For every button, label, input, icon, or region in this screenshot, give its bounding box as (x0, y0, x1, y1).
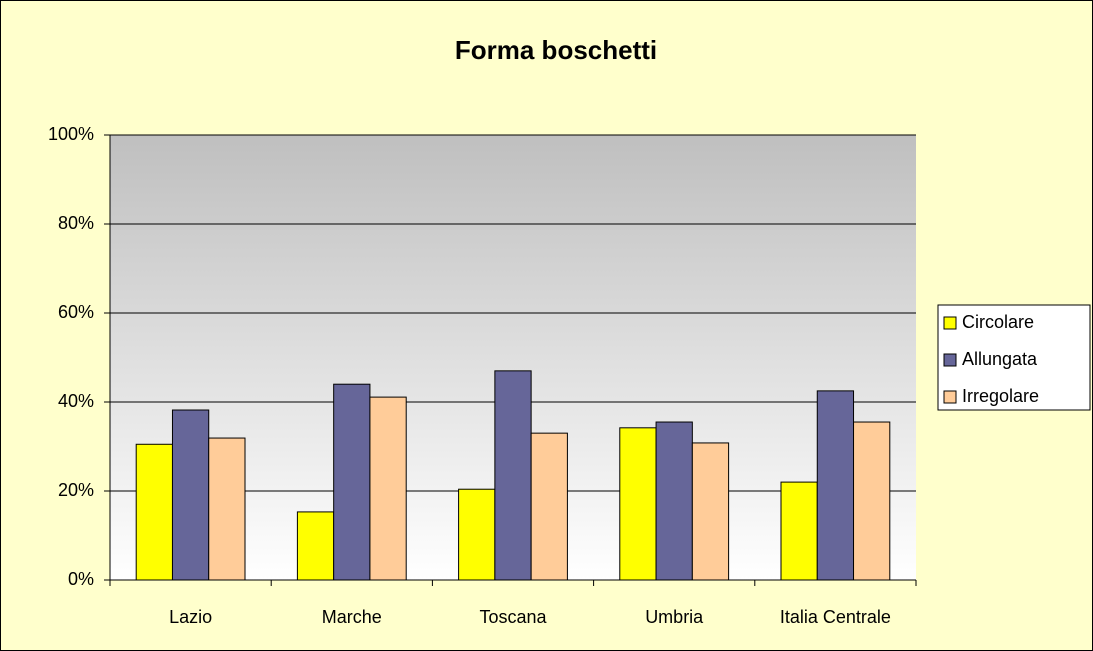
x-tick-label: Italia Centrale (780, 607, 891, 627)
chart-title: Forma boschetti (455, 35, 657, 65)
legend-swatch (943, 353, 957, 367)
bar (619, 427, 657, 581)
x-tick-label: Lazio (169, 607, 212, 627)
legend-label: Circolare (962, 312, 1034, 332)
x-tick-label: Umbria (645, 607, 704, 627)
y-tick-label: 20% (58, 480, 94, 500)
bar (780, 481, 818, 581)
bar (655, 421, 693, 581)
bar (691, 442, 730, 581)
bar (171, 409, 210, 581)
bar (458, 488, 496, 581)
x-tick-label: Marche (322, 607, 382, 627)
bar (208, 437, 246, 581)
bar (333, 383, 371, 581)
legend-label: Allungata (962, 349, 1038, 369)
bar (369, 396, 407, 581)
legend-label: Irregolare (962, 386, 1039, 406)
bar (530, 432, 568, 581)
bar (853, 421, 891, 581)
bar (816, 390, 855, 581)
y-tick-label: 60% (58, 302, 94, 322)
legend-swatch (943, 316, 957, 330)
bar (494, 370, 532, 581)
bar (135, 443, 173, 581)
x-tick-label: Toscana (479, 607, 547, 627)
legend-swatch (943, 390, 957, 404)
y-tick-label: 0% (68, 569, 94, 589)
legend-box (937, 304, 1091, 411)
y-tick-label: 40% (58, 391, 94, 411)
y-tick-label: 100% (48, 124, 94, 144)
y-tick-label: 80% (58, 213, 94, 233)
bar (296, 511, 335, 581)
